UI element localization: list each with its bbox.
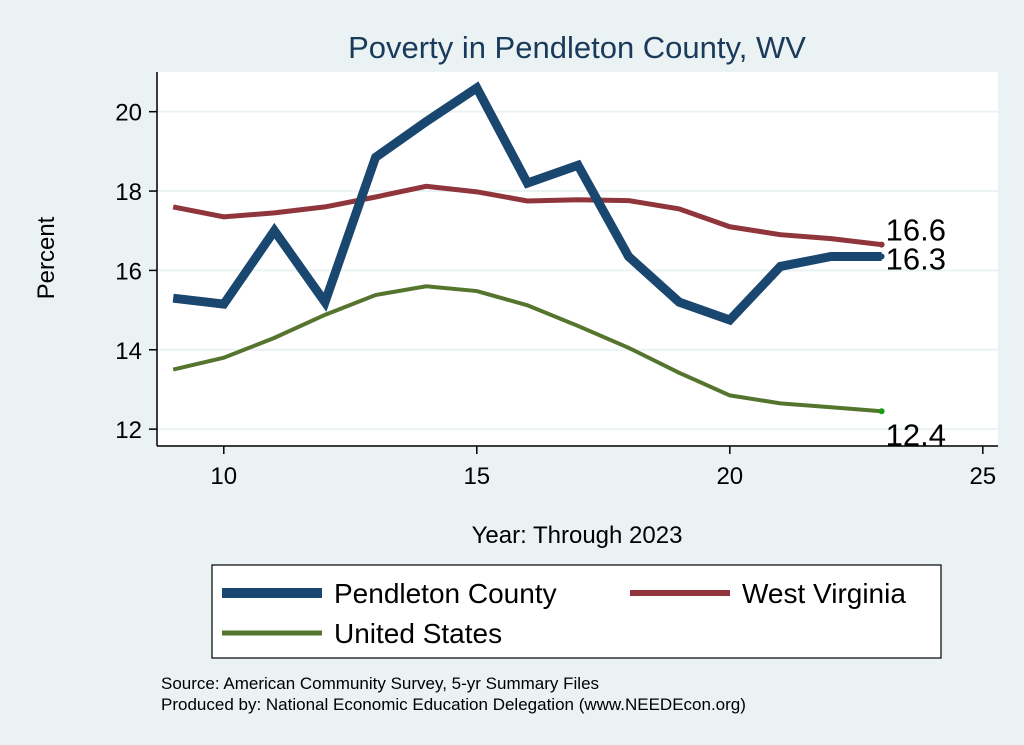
legend: Pendleton County West Virginia United Stat… [211, 564, 942, 659]
y-tick-label: 20 [115, 100, 142, 127]
end-point-marker [878, 241, 885, 248]
source-note: Source: American Community Survey, 5-yr … [161, 674, 599, 693]
legend-box [211, 564, 942, 659]
y-tick-label: 12 [115, 417, 142, 444]
end-labels: 16.316.6 12.4 [886, 213, 946, 453]
producer-note: Produced by: National Economic Education… [161, 695, 746, 714]
end-point-marker [878, 253, 885, 260]
y-tick-label: 16 [115, 258, 142, 285]
end-label-pendleton-county: 16.3 [886, 242, 946, 277]
x-axis-label: Year: Through 2023 [472, 522, 683, 549]
end-label-united-states: 12.4 [886, 417, 946, 452]
x-tick-label: 20 [716, 463, 743, 490]
series-lines [172, 81, 885, 415]
x-tick-label: 25 [969, 463, 996, 490]
series-line-pendleton-county [172, 81, 882, 326]
series-line-united-states [172, 284, 882, 414]
x-tick-label: 10 [210, 463, 237, 490]
end-label-west-virginia: 16.6 [886, 213, 946, 248]
series-line-west-virginia [172, 183, 882, 248]
end-point-marker [878, 408, 885, 415]
y-axis-ticks: 12 14 16 18 20 [115, 100, 157, 444]
legend-label: Pendleton County [334, 578, 557, 609]
y-tick-label: 14 [115, 338, 142, 365]
y-tick-label: 18 [115, 179, 142, 206]
x-axis-ticks: 10 15 20 25 [210, 446, 996, 490]
x-tick-label: 15 [463, 463, 490, 490]
chart-title: Poverty in Pendleton County, WV [348, 30, 806, 65]
legend-label: United States [334, 618, 502, 649]
y-axis-label: Percent [33, 216, 60, 299]
legend-label: West Virginia [742, 578, 906, 609]
